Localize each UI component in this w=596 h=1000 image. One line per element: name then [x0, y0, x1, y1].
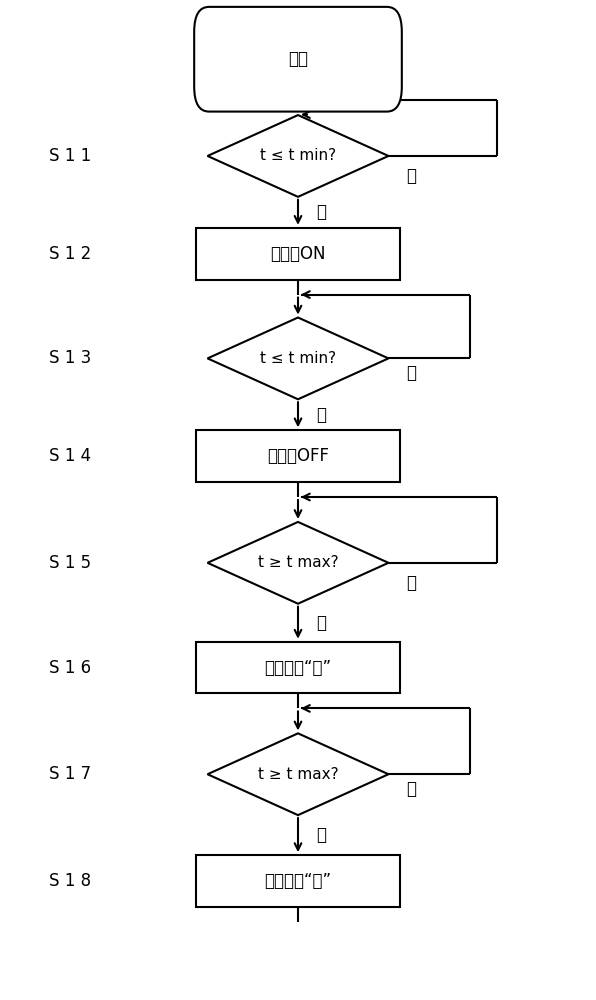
- Text: S 1 2: S 1 2: [49, 245, 91, 263]
- Polygon shape: [207, 115, 389, 197]
- Text: S 1 7: S 1 7: [49, 765, 91, 783]
- Bar: [195, 642, 401, 693]
- Text: t ≥ t max?: t ≥ t max?: [257, 555, 339, 570]
- Text: 是: 是: [406, 364, 416, 382]
- Text: 是: 是: [316, 614, 326, 632]
- Text: 否: 否: [316, 826, 326, 844]
- Text: S 1 1: S 1 1: [49, 147, 91, 165]
- Text: 加热器OFF: 加热器OFF: [267, 447, 329, 465]
- Bar: [195, 228, 401, 280]
- Text: 否: 否: [316, 406, 326, 424]
- Text: 气体流量“大”: 气体流量“大”: [265, 659, 331, 677]
- Text: 开始: 开始: [288, 50, 308, 68]
- Text: 加热器ON: 加热器ON: [270, 245, 326, 263]
- Polygon shape: [207, 318, 389, 399]
- Text: t ≤ t min?: t ≤ t min?: [260, 148, 336, 163]
- Bar: [195, 430, 401, 482]
- Text: S 1 3: S 1 3: [49, 349, 91, 367]
- Text: 气体流量“小”: 气体流量“小”: [265, 872, 331, 890]
- Text: S 1 4: S 1 4: [49, 447, 91, 465]
- Text: S 1 5: S 1 5: [49, 554, 91, 572]
- FancyBboxPatch shape: [194, 7, 402, 112]
- Text: 否: 否: [406, 574, 416, 592]
- Text: t ≤ t min?: t ≤ t min?: [260, 351, 336, 366]
- Text: 是: 是: [406, 780, 416, 798]
- Text: t ≥ t max?: t ≥ t max?: [257, 767, 339, 782]
- Text: S 1 8: S 1 8: [49, 872, 91, 890]
- Bar: [195, 855, 401, 907]
- Polygon shape: [207, 733, 389, 815]
- Text: 是: 是: [316, 203, 326, 221]
- Text: 否: 否: [406, 167, 416, 185]
- Text: S 1 6: S 1 6: [49, 659, 91, 677]
- Polygon shape: [207, 522, 389, 604]
